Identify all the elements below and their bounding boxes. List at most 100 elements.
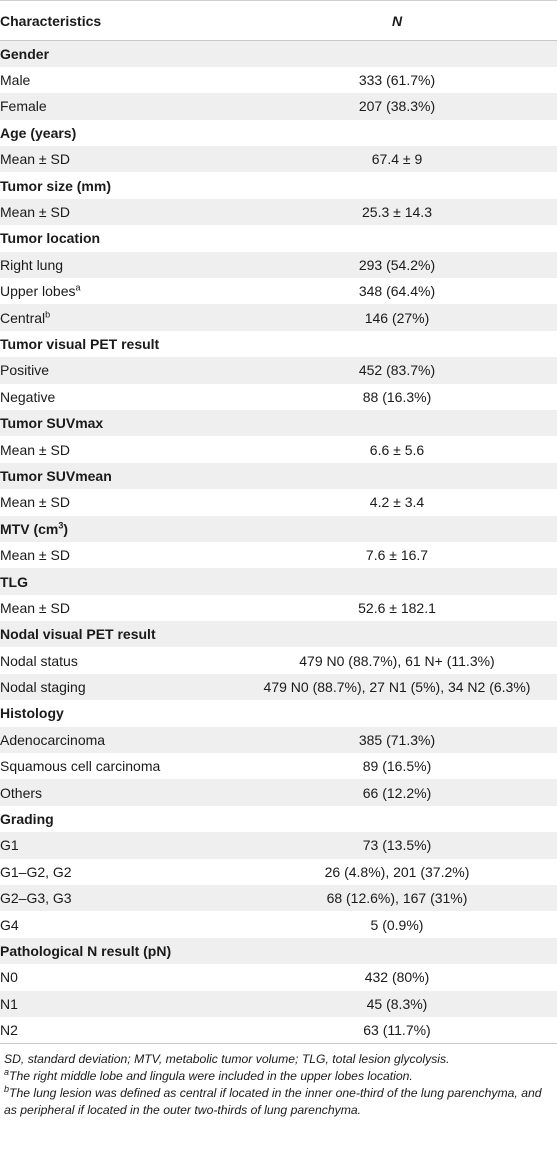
row-label-text: Mean ± SD <box>0 494 70 511</box>
row-label-suffix: ) <box>63 520 69 537</box>
row-value <box>237 621 557 647</box>
row-label-text: N2 <box>0 1022 18 1039</box>
row-label: Negative <box>0 384 237 410</box>
section-header-row: Tumor SUVmean <box>0 462 557 490</box>
row-label-text: Age (years) <box>0 124 77 141</box>
row-label-text: N0 <box>0 969 18 986</box>
row-value: 479 N0 (88.7%), 27 N1 (5%), 34 N2 (6.3%) <box>263 679 531 696</box>
row-label-text: Tumor SUVmax <box>0 415 104 432</box>
section-header-row: Tumor location <box>0 225 557 252</box>
section-label: Pathological N result (pN) <box>0 938 237 964</box>
section-header-row: Pathological N result (pN) <box>0 937 557 965</box>
row-value: 63 (11.7%) <box>363 1022 431 1039</box>
section-header-row: Grading <box>0 805 557 833</box>
table-header-row: Characteristics N <box>0 0 557 41</box>
row-label-text: Male <box>0 72 31 89</box>
row-label: Right lung <box>0 252 237 278</box>
row-value <box>237 463 557 489</box>
row-label-text: Others <box>0 784 43 801</box>
row-value: 73 (13.5%) <box>362 837 432 854</box>
row-value: 66 (12.2%) <box>362 784 432 801</box>
section-header-row: Nodal visual PET result <box>0 621 557 648</box>
section-label: Tumor location <box>0 225 237 251</box>
row-label: N2 <box>0 1017 237 1043</box>
row-label-text: Nodal status <box>0 652 78 669</box>
row-label-superscript: a <box>75 282 81 293</box>
row-label: N1 <box>0 991 237 1017</box>
row-value <box>237 172 557 198</box>
footnote-a-text: The right middle lobe and lingula were i… <box>9 1069 413 1084</box>
row-value: 52.6 ± 182.1 <box>358 599 436 616</box>
table-row: G1 73 (13.5%) <box>0 832 557 859</box>
table-row: Mean ± SD 4.2 ± 3.4 <box>0 489 557 516</box>
row-label-text: Gender <box>0 45 50 62</box>
row-value: 5 (0.9%) <box>370 916 424 933</box>
footnote-b-mark: b <box>4 1084 10 1095</box>
table-row: Squamous cell carcinoma 89 (16.5%) <box>0 753 557 780</box>
row-label: Centralb <box>0 304 237 330</box>
header-characteristics: Characteristics <box>0 0 237 41</box>
row-value <box>237 938 557 964</box>
row-value: 293 (54.2%) <box>358 256 436 273</box>
row-label-text: Nodal visual PET result <box>0 626 156 643</box>
table-row: Right lung 293 (54.2%) <box>0 251 557 279</box>
section-label: Gender <box>0 41 237 67</box>
row-label-superscript: 3 <box>58 520 64 531</box>
row-value: 348 (64.4%) <box>358 283 436 300</box>
row-value <box>237 331 557 357</box>
row-label: Mean ± SD <box>0 542 237 568</box>
row-value <box>237 700 557 726</box>
row-label-text: Mean ± SD <box>0 547 70 564</box>
characteristics-table: Characteristics N Gender Male 333 (61.7%) F… <box>0 0 557 1044</box>
row-label-superscript: b <box>45 308 51 319</box>
row-label-text: Mean ± SD <box>0 204 70 221</box>
row-label: Mean ± SD <box>0 595 237 621</box>
table-row: Negative 88 (16.3%) <box>0 383 557 410</box>
row-label: Male <box>0 67 237 93</box>
row-label-text: N1 <box>0 995 18 1012</box>
section-label: Tumor SUVmax <box>0 410 237 436</box>
header-n: N <box>237 0 557 41</box>
table-row: G2–G3, G3 68 (12.6%), 167 (31%) <box>0 885 557 912</box>
table-row: Mean ± SD 6.6 ± 5.6 <box>0 436 557 463</box>
row-label: Upper lobesa <box>0 278 237 304</box>
table-row: Upper lobesa 348 (64.4%) <box>0 278 557 305</box>
row-value <box>237 568 557 594</box>
row-label-text: Positive <box>0 362 50 379</box>
footnote-abbreviations: SD, standard deviation; MTV, metabolic t… <box>4 1052 450 1067</box>
row-label: Mean ± SD <box>0 436 237 462</box>
row-label-text: Nodal staging <box>0 679 86 696</box>
footnote-a-mark: a <box>4 1067 10 1078</box>
table-row: Nodal status 479 N0 (88.7%), 61 N+ (11.3%… <box>0 647 557 674</box>
table-footnotes: SD, standard deviation; MTV, metabolic t… <box>0 1043 557 1119</box>
section-header-row: Gender <box>0 40 557 67</box>
row-value: 6.6 ± 5.6 <box>369 441 425 458</box>
row-label-text: Mean ± SD <box>0 151 70 168</box>
section-header-row: Tumor SUVmax <box>0 409 557 437</box>
row-label: Positive <box>0 357 237 383</box>
row-label-text: Tumor size (mm) <box>0 177 111 194</box>
table-body: Gender Male 333 (61.7%) Female 207 (38.3%) Ag… <box>0 40 557 1044</box>
section-label: Grading <box>0 806 237 832</box>
row-label: G2–G3, G3 <box>0 885 237 911</box>
section-label: Nodal visual PET result <box>0 621 237 647</box>
section-header-row: MTV (cm3) <box>0 515 557 542</box>
row-label-text: Negative <box>0 388 56 405</box>
row-label-text: Tumor SUVmean <box>0 467 112 484</box>
row-value <box>237 410 557 436</box>
row-label-text: G1 <box>0 837 19 854</box>
row-label-text: TLG <box>0 573 28 590</box>
row-value: 67.4 ± 9 <box>371 151 423 168</box>
section-label: Tumor visual PET result <box>0 331 237 357</box>
section-header-row: Tumor visual PET result <box>0 330 557 358</box>
section-label: Tumor size (mm) <box>0 172 237 198</box>
row-label-text: MTV (cm <box>0 520 59 537</box>
table-row: G1–G2, G2 26 (4.8%), 201 (37.2%) <box>0 858 557 885</box>
table-row: N2 63 (11.7%) <box>0 1016 557 1044</box>
table-row: Others 66 (12.2%) <box>0 779 557 806</box>
row-label-text: Grading <box>0 811 54 828</box>
row-label: Adenocarcinoma <box>0 727 237 753</box>
row-label-text: Central <box>0 309 46 326</box>
table-row: Male 333 (61.7%) <box>0 66 557 94</box>
row-label-text: Upper lobes <box>0 283 76 300</box>
